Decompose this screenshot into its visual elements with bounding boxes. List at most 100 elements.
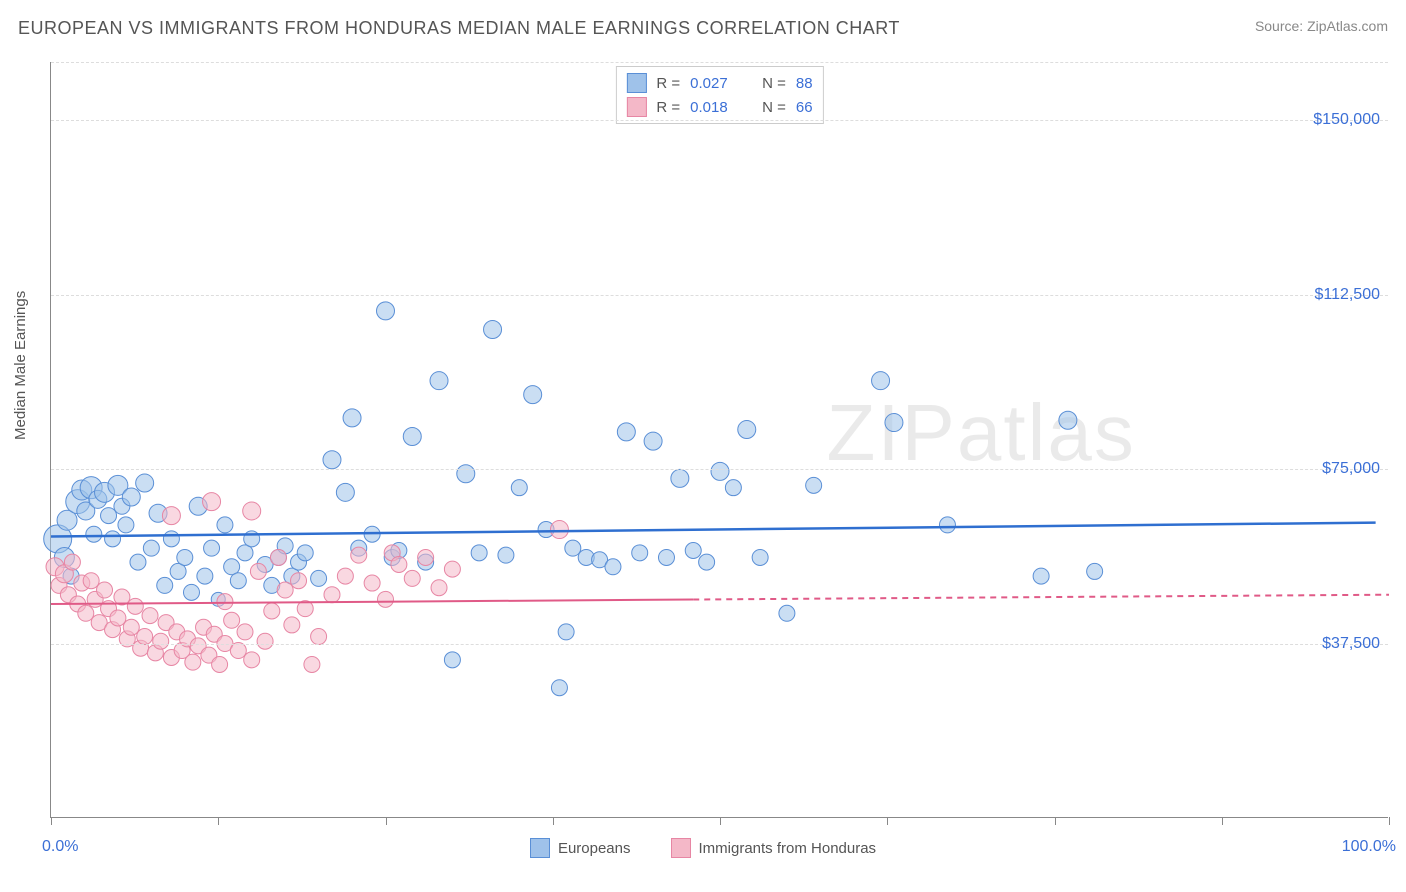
data-point bbox=[725, 480, 741, 496]
n-value: 88 bbox=[796, 75, 813, 92]
x-tick bbox=[51, 817, 52, 825]
data-point bbox=[444, 561, 460, 577]
data-point bbox=[304, 656, 320, 672]
data-point bbox=[105, 531, 121, 547]
data-point bbox=[118, 517, 134, 533]
data-point bbox=[336, 483, 354, 501]
data-point bbox=[97, 582, 113, 598]
legend-label: Europeans bbox=[558, 840, 631, 857]
data-point bbox=[64, 554, 80, 570]
data-point bbox=[550, 521, 568, 539]
plot-area: ZIPatlas R =0.027N =88R =0.018N =66 $37,… bbox=[50, 62, 1388, 818]
data-point bbox=[297, 545, 313, 561]
x-tick bbox=[1389, 817, 1390, 825]
data-point bbox=[632, 545, 648, 561]
legend-swatch bbox=[626, 73, 646, 93]
grid-line bbox=[51, 644, 1388, 645]
data-point bbox=[217, 594, 233, 610]
source-label: Source: bbox=[1255, 18, 1307, 34]
data-point bbox=[617, 423, 635, 441]
correlation-legend: R = 0.027 N = 88 R = 0.018 N = 66 bbox=[615, 66, 823, 124]
data-point bbox=[162, 507, 180, 525]
data-point bbox=[270, 549, 286, 565]
legend-swatch bbox=[671, 838, 691, 858]
data-point bbox=[101, 508, 117, 524]
r-label: R = bbox=[656, 75, 680, 92]
data-point bbox=[153, 633, 169, 649]
chart-svg bbox=[51, 62, 1388, 817]
data-point bbox=[685, 542, 701, 558]
data-point bbox=[511, 480, 527, 496]
x-tick bbox=[218, 817, 219, 825]
data-point bbox=[78, 605, 94, 621]
legend-swatch bbox=[626, 97, 646, 117]
data-point bbox=[337, 568, 353, 584]
data-point bbox=[605, 559, 621, 575]
data-point bbox=[224, 612, 240, 628]
data-point bbox=[752, 549, 768, 565]
n-value: 66 bbox=[796, 99, 813, 116]
data-point bbox=[364, 575, 380, 591]
trend-line-dashed bbox=[693, 595, 1389, 600]
r-value: 0.018 bbox=[690, 99, 740, 116]
data-point bbox=[197, 568, 213, 584]
data-point bbox=[484, 321, 502, 339]
grid-line bbox=[51, 295, 1388, 296]
correlation-legend-row: R = 0.027 N = 88 bbox=[626, 71, 812, 95]
source-name: ZipAtlas.com bbox=[1307, 18, 1388, 34]
data-point bbox=[738, 421, 756, 439]
data-point bbox=[524, 386, 542, 404]
n-label: N = bbox=[762, 75, 786, 92]
data-point bbox=[885, 414, 903, 432]
data-point bbox=[244, 652, 260, 668]
data-point bbox=[939, 517, 955, 533]
data-point bbox=[872, 372, 890, 390]
data-point bbox=[291, 573, 307, 589]
data-point bbox=[217, 517, 233, 533]
data-point bbox=[230, 573, 246, 589]
data-point bbox=[658, 549, 674, 565]
data-point bbox=[404, 570, 420, 586]
y-tick-label: $75,000 bbox=[1322, 460, 1380, 478]
data-point bbox=[551, 680, 567, 696]
r-label: R = bbox=[656, 99, 680, 116]
chart-title: EUROPEAN VS IMMIGRANTS FROM HONDURAS MED… bbox=[18, 18, 900, 39]
data-point bbox=[403, 428, 421, 446]
data-point bbox=[203, 493, 221, 511]
data-point bbox=[444, 652, 460, 668]
data-point bbox=[558, 624, 574, 640]
data-point bbox=[699, 554, 715, 570]
trend-line bbox=[51, 600, 693, 604]
grid-line bbox=[51, 469, 1388, 470]
data-point bbox=[498, 547, 514, 563]
data-point bbox=[1059, 411, 1077, 429]
data-point bbox=[185, 654, 201, 670]
y-axis-title: Median Male Earnings bbox=[12, 291, 29, 440]
legend-item: Immigrants from Honduras bbox=[671, 838, 877, 858]
data-point bbox=[671, 469, 689, 487]
data-point bbox=[127, 598, 143, 614]
data-point bbox=[311, 629, 327, 645]
data-point bbox=[157, 577, 173, 593]
data-point bbox=[237, 624, 253, 640]
series-legend: Europeans Immigrants from Honduras bbox=[0, 838, 1406, 858]
n-label: N = bbox=[762, 99, 786, 116]
x-tick bbox=[386, 817, 387, 825]
legend-swatch bbox=[530, 838, 550, 858]
data-point bbox=[1033, 568, 1049, 584]
grid-line bbox=[51, 120, 1388, 121]
data-point bbox=[311, 570, 327, 586]
data-point bbox=[123, 619, 139, 635]
x-tick bbox=[1055, 817, 1056, 825]
data-point bbox=[565, 540, 581, 556]
data-point bbox=[110, 610, 126, 626]
r-value: 0.027 bbox=[690, 75, 740, 92]
data-point bbox=[163, 531, 179, 547]
legend-label: Immigrants from Honduras bbox=[699, 840, 877, 857]
data-point bbox=[122, 488, 140, 506]
data-point bbox=[250, 563, 266, 579]
x-tick bbox=[887, 817, 888, 825]
data-point bbox=[343, 409, 361, 427]
legend-item: Europeans bbox=[530, 838, 631, 858]
data-point bbox=[177, 549, 193, 565]
